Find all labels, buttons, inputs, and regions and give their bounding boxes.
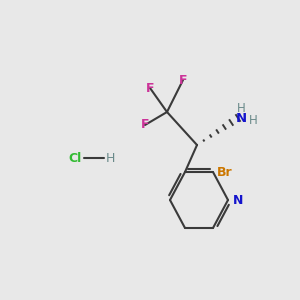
Text: F: F [179, 74, 187, 86]
Text: H: H [249, 113, 257, 127]
Text: H: H [237, 101, 245, 115]
Text: Cl: Cl [68, 152, 81, 164]
Text: N: N [236, 112, 247, 124]
Text: F: F [141, 118, 149, 131]
Text: N: N [233, 194, 243, 206]
Text: F: F [146, 82, 154, 94]
Text: Br: Br [217, 166, 233, 178]
Text: H: H [105, 152, 115, 164]
